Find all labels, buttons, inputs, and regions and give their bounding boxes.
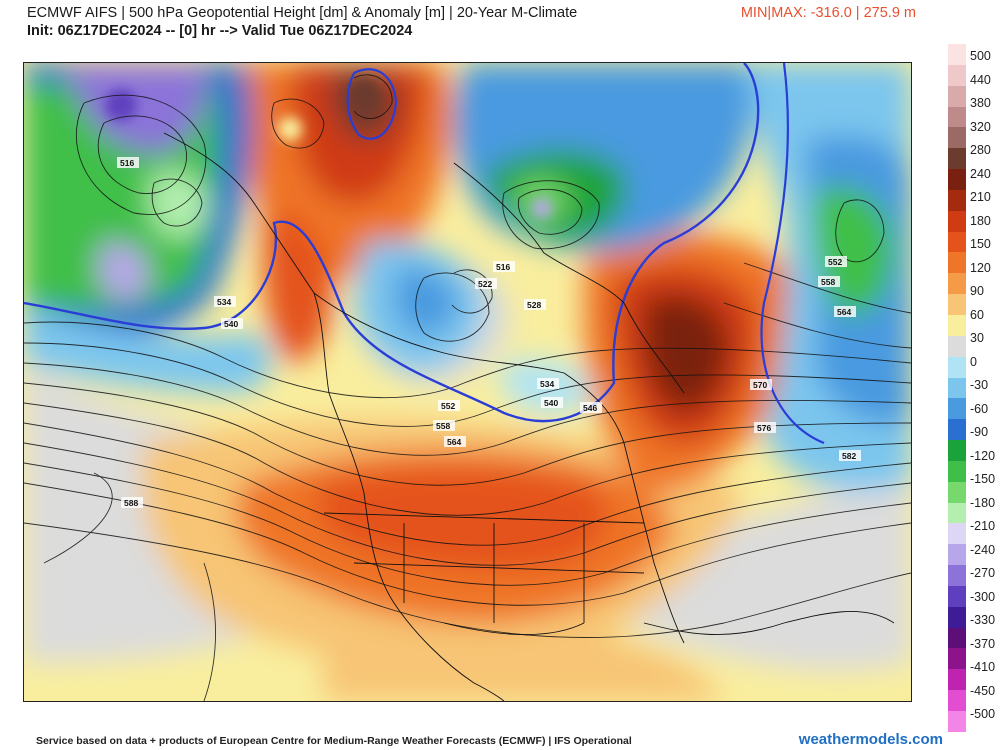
contour-label: 516 bbox=[496, 262, 510, 272]
colorbar-swatch bbox=[948, 127, 966, 149]
colorbar-label: 380 bbox=[970, 96, 991, 110]
colorbar-swatch bbox=[948, 44, 966, 65]
colorbar-label: 30 bbox=[970, 331, 984, 345]
colorbar-swatch bbox=[948, 231, 966, 253]
colorbar-swatch bbox=[948, 210, 966, 232]
contour-label: 564 bbox=[447, 437, 461, 447]
contour-label: 558 bbox=[436, 421, 450, 431]
colorbar-swatch bbox=[948, 189, 966, 211]
contour-label: 546 bbox=[583, 403, 597, 413]
contour-label: 558 bbox=[821, 277, 835, 287]
map-title: ECMWF AIFS | 500 hPa Geopotential Height… bbox=[27, 5, 578, 21]
anomaly-map-svg: 516 534 540 516 522 528 552 558 564 570 … bbox=[24, 63, 911, 701]
colorbar-swatch bbox=[948, 85, 966, 107]
colorbar-swatch bbox=[948, 585, 966, 607]
colorbar-swatch bbox=[948, 294, 966, 315]
data-credit: Service based on data + products of Euro… bbox=[36, 735, 632, 747]
colorbar-label: 0 bbox=[970, 354, 977, 369]
colorbar-swatch bbox=[948, 252, 966, 274]
colorbar-swatch bbox=[948, 711, 966, 732]
colorbar-label: 120 bbox=[970, 260, 991, 275]
height-contours bbox=[24, 74, 911, 701]
colorbar-label: 280 bbox=[970, 143, 991, 157]
colorbar-swatch bbox=[948, 669, 966, 691]
colorbar-label: 320 bbox=[970, 119, 991, 134]
colorbar-swatch bbox=[948, 314, 966, 336]
colorbar-label: -150 bbox=[970, 472, 996, 486]
colorbar-label: -450 bbox=[970, 683, 996, 698]
colorbar-label: -370 bbox=[970, 636, 996, 651]
contour-label: 522 bbox=[478, 279, 492, 289]
contour-label: 588 bbox=[124, 498, 138, 508]
colorbar-swatch bbox=[948, 690, 966, 711]
anomaly-detail bbox=[105, 79, 552, 218]
colorbar-swatch bbox=[948, 627, 966, 649]
colorbar-label: 240 bbox=[970, 166, 991, 181]
colorbar-swatch bbox=[948, 64, 966, 86]
colorbar-swatch bbox=[948, 565, 966, 586]
colorbar-label: -270 bbox=[970, 566, 996, 580]
contour-labels: 516 534 540 516 522 528 552 558 564 570 … bbox=[117, 157, 861, 508]
colorbar-label: 500 bbox=[970, 49, 991, 63]
contour-540-closed bbox=[346, 68, 398, 140]
contour-label: 516 bbox=[120, 158, 134, 168]
colorbar-swatch bbox=[948, 148, 966, 170]
colorbar-swatch bbox=[948, 273, 966, 295]
colorbar-label: -60 bbox=[970, 401, 989, 416]
colorbar-label: -300 bbox=[970, 589, 996, 604]
contour-label: 576 bbox=[757, 423, 771, 433]
colorbar-swatch bbox=[948, 606, 966, 628]
colorbar-swatch bbox=[948, 502, 966, 524]
colorbar-swatch bbox=[948, 335, 966, 357]
contour-label: 582 bbox=[842, 451, 856, 461]
colorbar-label: 90 bbox=[970, 284, 984, 298]
colorbar-label: -240 bbox=[970, 542, 996, 557]
contour-label: 552 bbox=[441, 401, 455, 411]
colorbar-label: -120 bbox=[970, 448, 996, 463]
colorbar-swatch bbox=[948, 523, 966, 545]
colorbar-label: 210 bbox=[970, 190, 991, 204]
weather-map[interactable]: 516 534 540 516 522 528 552 558 564 570 … bbox=[23, 62, 912, 702]
colorbar-swatch bbox=[948, 648, 966, 670]
colorbar-swatch bbox=[948, 460, 966, 482]
contour-label: 564 bbox=[837, 307, 851, 317]
colorbar-label: 180 bbox=[970, 213, 991, 228]
contour-label: 570 bbox=[753, 380, 767, 390]
colorbar-label: -210 bbox=[970, 519, 996, 533]
colorbar-swatch bbox=[948, 398, 966, 420]
min-max-readout: MIN|MAX: -316.0 | 275.9 m bbox=[740, 5, 916, 21]
contour-label: 540 bbox=[224, 319, 238, 329]
map-subtitle: Init: 06Z17DEC2024 -- [0] hr --> Valid T… bbox=[27, 23, 413, 39]
colorbar-label: -410 bbox=[970, 660, 996, 674]
brand-link[interactable]: weathermodels.com bbox=[798, 731, 943, 748]
contour-label: 528 bbox=[527, 300, 541, 310]
colorbar-swatch bbox=[948, 377, 966, 399]
colorbar-swatch bbox=[948, 544, 966, 566]
contour-label: 552 bbox=[828, 257, 842, 267]
colorbar-label: -330 bbox=[970, 613, 996, 627]
contour-label: 534 bbox=[540, 379, 554, 389]
colorbar bbox=[948, 44, 966, 732]
colorbar-label: -180 bbox=[970, 495, 996, 510]
colorbar-swatch bbox=[948, 440, 966, 461]
contour-label: 534 bbox=[217, 297, 231, 307]
colorbar-label: -500 bbox=[970, 707, 996, 721]
colorbar-label: -90 bbox=[970, 425, 989, 439]
colorbar-label: 60 bbox=[970, 307, 984, 322]
colorbar-swatch bbox=[948, 356, 966, 378]
colorbar-swatch bbox=[948, 169, 966, 190]
contour-label: 540 bbox=[544, 398, 558, 408]
coastlines bbox=[163, 132, 895, 701]
colorbar-label: 150 bbox=[970, 237, 991, 251]
colorbar-swatch bbox=[948, 481, 966, 503]
colorbar-swatch bbox=[948, 419, 966, 441]
colorbar-label: 440 bbox=[970, 72, 991, 87]
colorbar-label: -30 bbox=[970, 378, 989, 392]
contour-540-atlantic bbox=[760, 63, 825, 445]
colorbar-swatch bbox=[948, 106, 966, 128]
